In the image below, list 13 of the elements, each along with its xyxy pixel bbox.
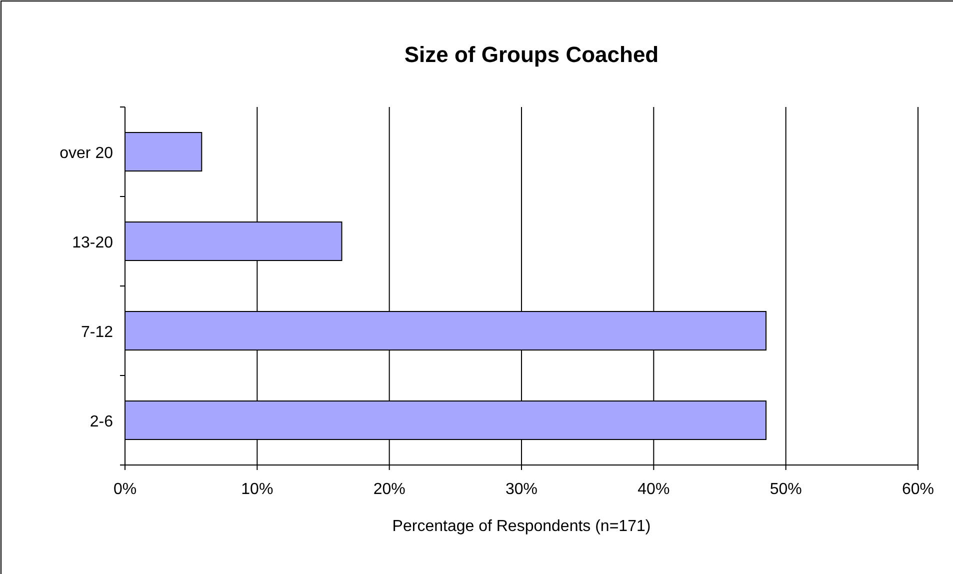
x-axis-title: Percentage of Respondents (n=171)	[392, 518, 651, 535]
y-tick-label: 7-12	[80, 324, 114, 341]
x-tick-label: 10%	[241, 481, 274, 498]
chart-title: Size of Groups Coached	[404, 42, 659, 67]
x-tick-label: 60%	[902, 481, 934, 498]
x-tick-label: 0%	[113, 481, 137, 498]
y-tick-label: over 20	[60, 144, 114, 162]
y-tick-label: 13-20	[72, 234, 114, 252]
x-tick-label: 50%	[770, 481, 802, 498]
x-tick-label: 40%	[638, 481, 670, 498]
y-tick-label: 2-6	[90, 413, 114, 430]
x-tick-label: 30%	[505, 481, 538, 498]
x-tick-label: 20%	[373, 481, 406, 498]
